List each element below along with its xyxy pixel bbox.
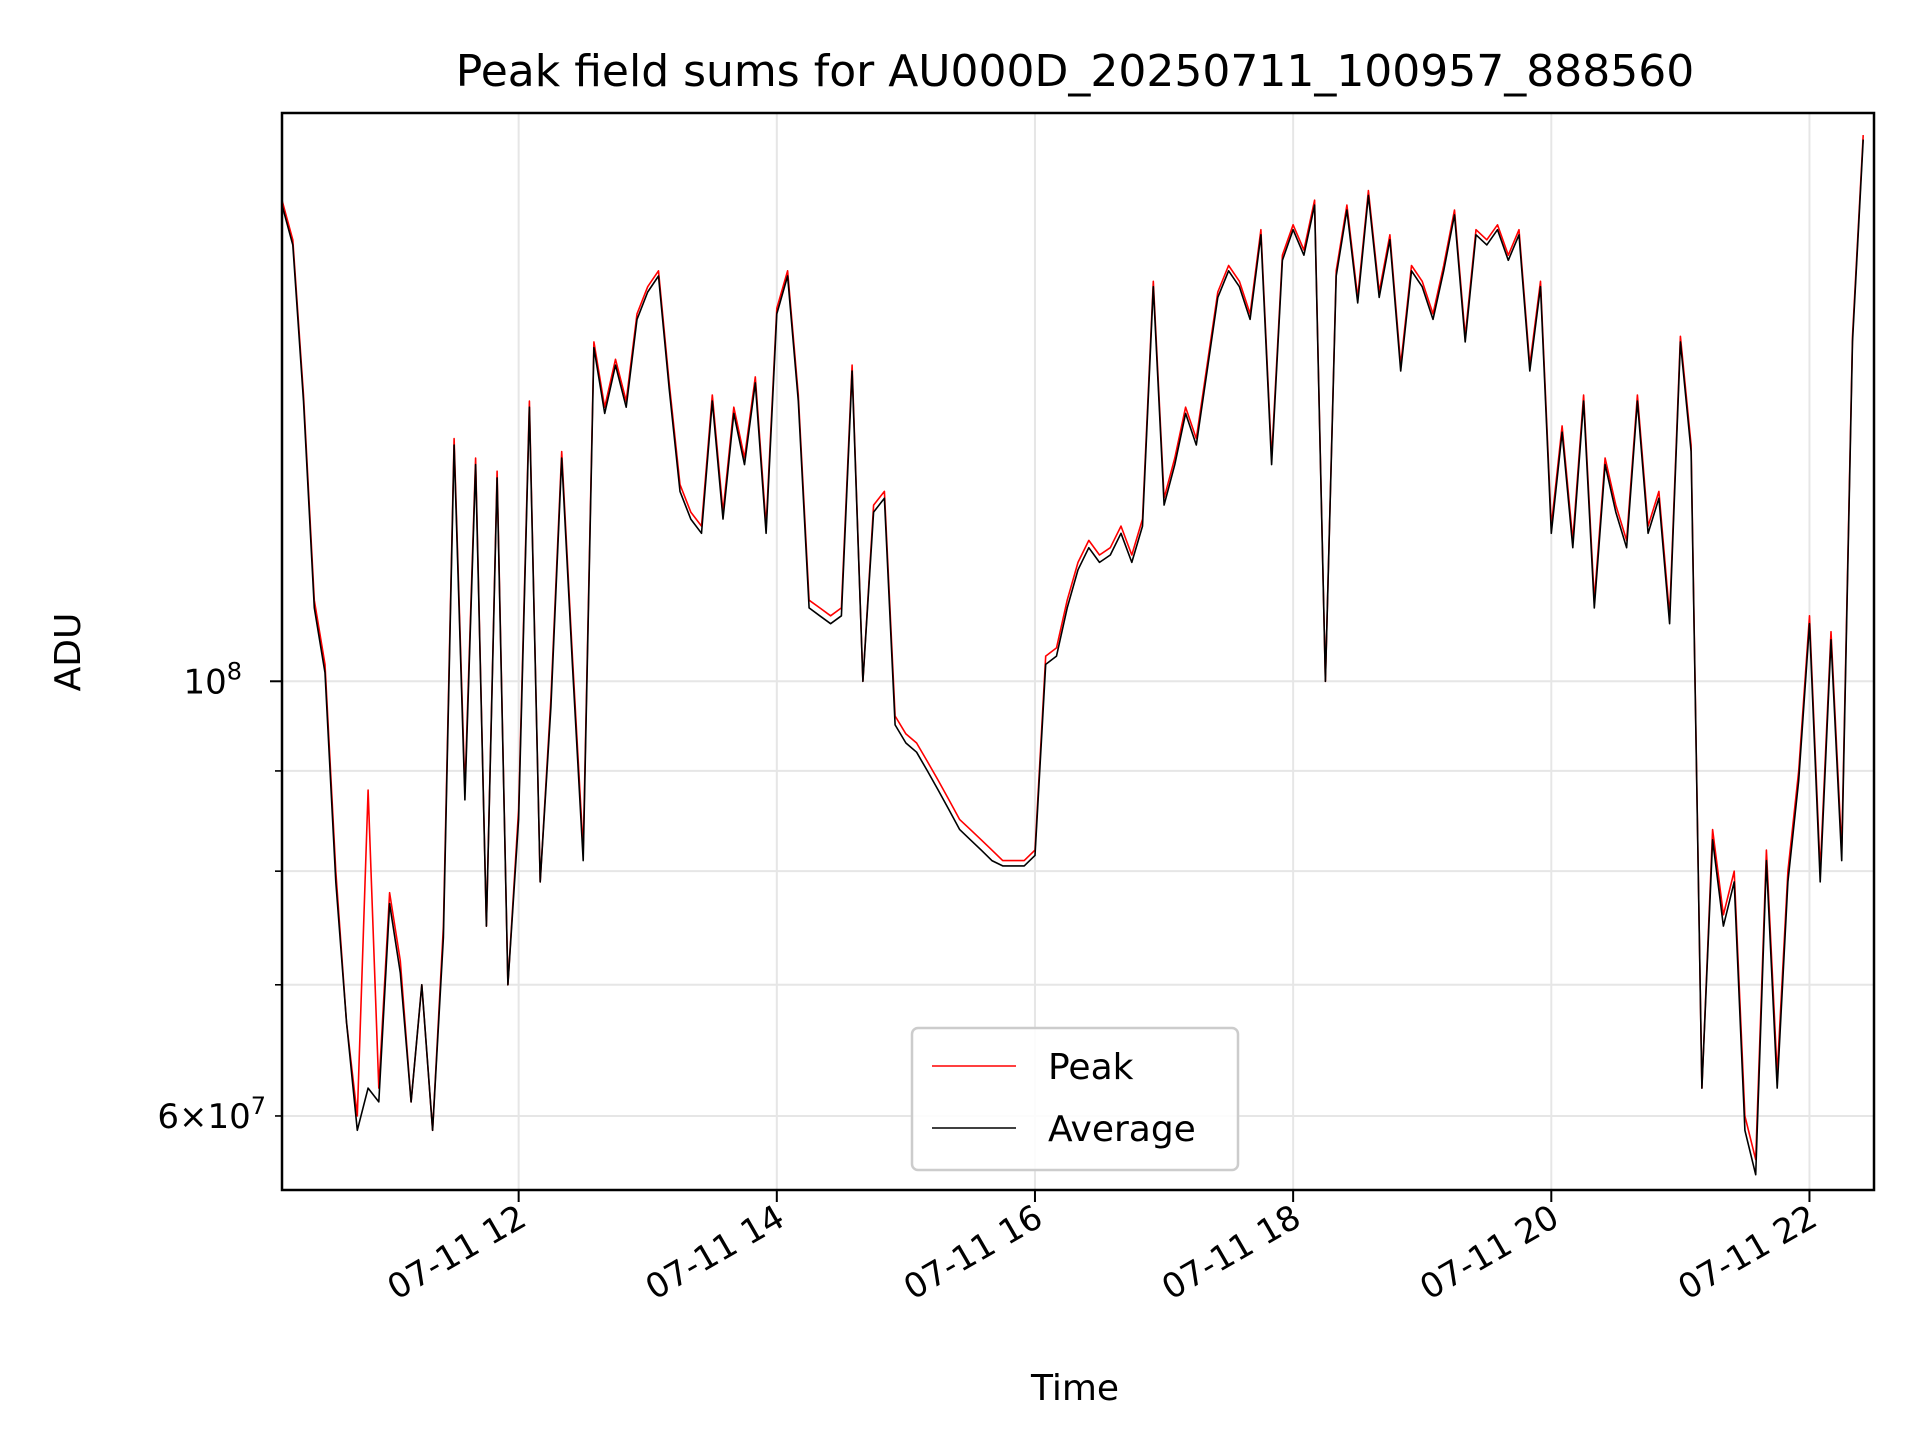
chart-title: Peak field sums for AU000D_20250711_1009… (456, 46, 1695, 97)
y-tick-base: 10 (207, 1097, 250, 1137)
x-axis-label: Time (1030, 1368, 1119, 1409)
y-tick-label: 108 (183, 657, 242, 702)
y-axis-label: ADU (48, 613, 89, 692)
series-line-average (281, 139, 1864, 1176)
y-tick-exponent: 8 (227, 657, 242, 685)
legend-box (910, 1026, 1240, 1172)
legend-label-peak: Peak (1048, 1047, 1134, 1088)
legend: Peak Average (910, 1026, 1240, 1172)
plot-frame (280, 111, 1876, 1192)
legend-label-average: Average (1048, 1109, 1196, 1150)
y-tick-base: 10 (183, 662, 226, 702)
y-tick-times: × (179, 1097, 208, 1137)
y-tick-label: 6×107 (157, 1092, 266, 1137)
y-tick-mantissa: 6 (157, 1097, 179, 1137)
y-tick-exponent: 7 (251, 1092, 266, 1120)
grid (282, 113, 1874, 1190)
series-layer (281, 135, 1864, 1176)
